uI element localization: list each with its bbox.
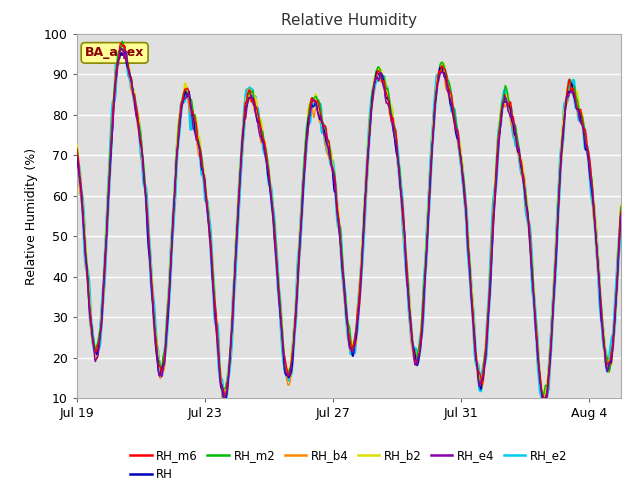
Title: Relative Humidity: Relative Humidity <box>281 13 417 28</box>
Y-axis label: Relative Humidity (%): Relative Humidity (%) <box>26 147 38 285</box>
Legend: RH_m6, RH, RH_m2, RH_b4, RH_b2, RH_e4, RH_e2: RH_m6, RH, RH_m2, RH_b4, RH_b2, RH_e4, R… <box>125 444 572 480</box>
Text: BA_adex: BA_adex <box>85 47 145 60</box>
